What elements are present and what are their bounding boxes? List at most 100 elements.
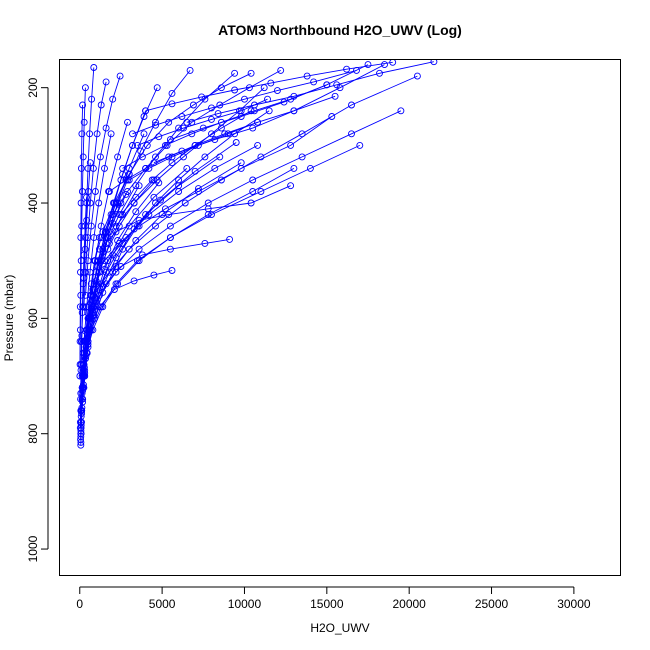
- series-line: [186, 61, 434, 123]
- series-line: [88, 87, 158, 319]
- data-point: [88, 95, 96, 103]
- data-point: [175, 124, 183, 132]
- data-point: [257, 153, 265, 161]
- data-point: [348, 130, 355, 138]
- data-point: [105, 188, 113, 195]
- data-point: [152, 222, 159, 230]
- series-line: [99, 185, 291, 250]
- x-tick-label: 15000: [310, 597, 344, 611]
- data-point: [247, 199, 255, 207]
- data-point: [265, 107, 273, 115]
- series-line: [109, 95, 336, 192]
- series-48: [80, 78, 110, 311]
- x-axis: 0 5000 10000 15000 20000 25000 30000: [76, 586, 591, 611]
- data-point: [77, 199, 85, 207]
- data-point: [161, 205, 169, 213]
- data-point: [102, 124, 110, 132]
- data-point: [356, 141, 364, 149]
- series-line: [85, 238, 230, 331]
- series-line: [115, 87, 265, 227]
- data-point: [157, 196, 164, 204]
- y-tick-label: 600: [26, 308, 40, 328]
- data-point: [76, 424, 84, 432]
- data-point: [96, 303, 103, 311]
- data-point: [221, 130, 229, 138]
- data-point: [81, 84, 89, 92]
- data-point: [152, 153, 159, 161]
- data-point: [86, 130, 94, 138]
- data-point: [231, 86, 239, 94]
- data-point: [109, 211, 117, 219]
- x-tick-label: 10000: [228, 597, 262, 611]
- data-point: [153, 176, 161, 184]
- data-point: [91, 257, 99, 265]
- data-point: [102, 78, 110, 86]
- data-point: [183, 164, 191, 172]
- series-41: [105, 92, 339, 195]
- data-point: [135, 245, 143, 253]
- data-point: [175, 176, 183, 184]
- data-point: [376, 69, 383, 77]
- data-point: [115, 211, 123, 219]
- data-point: [381, 61, 388, 69]
- data-point: [142, 164, 150, 172]
- data-point: [389, 60, 397, 66]
- data-point: [247, 69, 255, 77]
- data-point: [249, 176, 257, 184]
- data-point: [142, 107, 150, 115]
- data-point: [97, 234, 105, 242]
- data-point: [430, 60, 438, 66]
- data-point: [290, 164, 298, 172]
- data-point: [110, 199, 118, 207]
- data-point: [101, 265, 108, 273]
- y-tick-label: 800: [26, 423, 40, 443]
- data-point: [84, 257, 92, 265]
- series-line: [112, 110, 270, 273]
- data-point: [132, 208, 140, 216]
- data-point: [91, 188, 99, 195]
- data-point: [168, 267, 176, 274]
- data-point: [257, 188, 265, 195]
- data-point: [165, 118, 173, 126]
- series-line: [84, 144, 360, 354]
- data-point: [231, 69, 239, 77]
- series-43: [129, 66, 360, 138]
- data-point: [115, 239, 123, 247]
- data-point: [152, 199, 159, 207]
- data-point: [77, 366, 85, 374]
- data-point: [148, 176, 156, 184]
- series-line: [85, 75, 121, 296]
- series-line: [170, 64, 369, 141]
- data-point: [105, 268, 113, 276]
- data-point: [129, 130, 136, 138]
- y-axis-label: Pressure (mbar): [2, 275, 16, 362]
- data-point: [191, 141, 199, 149]
- data-point: [323, 81, 331, 89]
- data-point: [83, 349, 91, 357]
- data-point: [80, 303, 88, 311]
- data-point: [116, 72, 124, 80]
- series-line: [137, 98, 268, 146]
- data-point: [77, 164, 85, 172]
- data-point: [331, 92, 339, 100]
- data-point: [93, 130, 101, 138]
- data-point: [328, 113, 336, 120]
- data-point: [80, 118, 88, 126]
- data-point: [135, 216, 143, 224]
- data-point: [89, 164, 97, 172]
- data-point: [133, 141, 141, 149]
- series-37: [87, 66, 194, 299]
- x-tick-label: 5000: [149, 597, 176, 611]
- data-point: [201, 239, 209, 247]
- y-tick-label: 400: [26, 193, 40, 213]
- x-axis-label: H2O_UWV: [310, 621, 369, 635]
- data-point: [125, 245, 133, 253]
- series-46: [97, 66, 285, 242]
- data-point: [78, 337, 86, 345]
- data-point: [287, 182, 295, 190]
- data-point: [180, 124, 187, 132]
- data-point: [130, 199, 138, 207]
- data-point: [250, 107, 258, 115]
- data-point: [287, 95, 295, 103]
